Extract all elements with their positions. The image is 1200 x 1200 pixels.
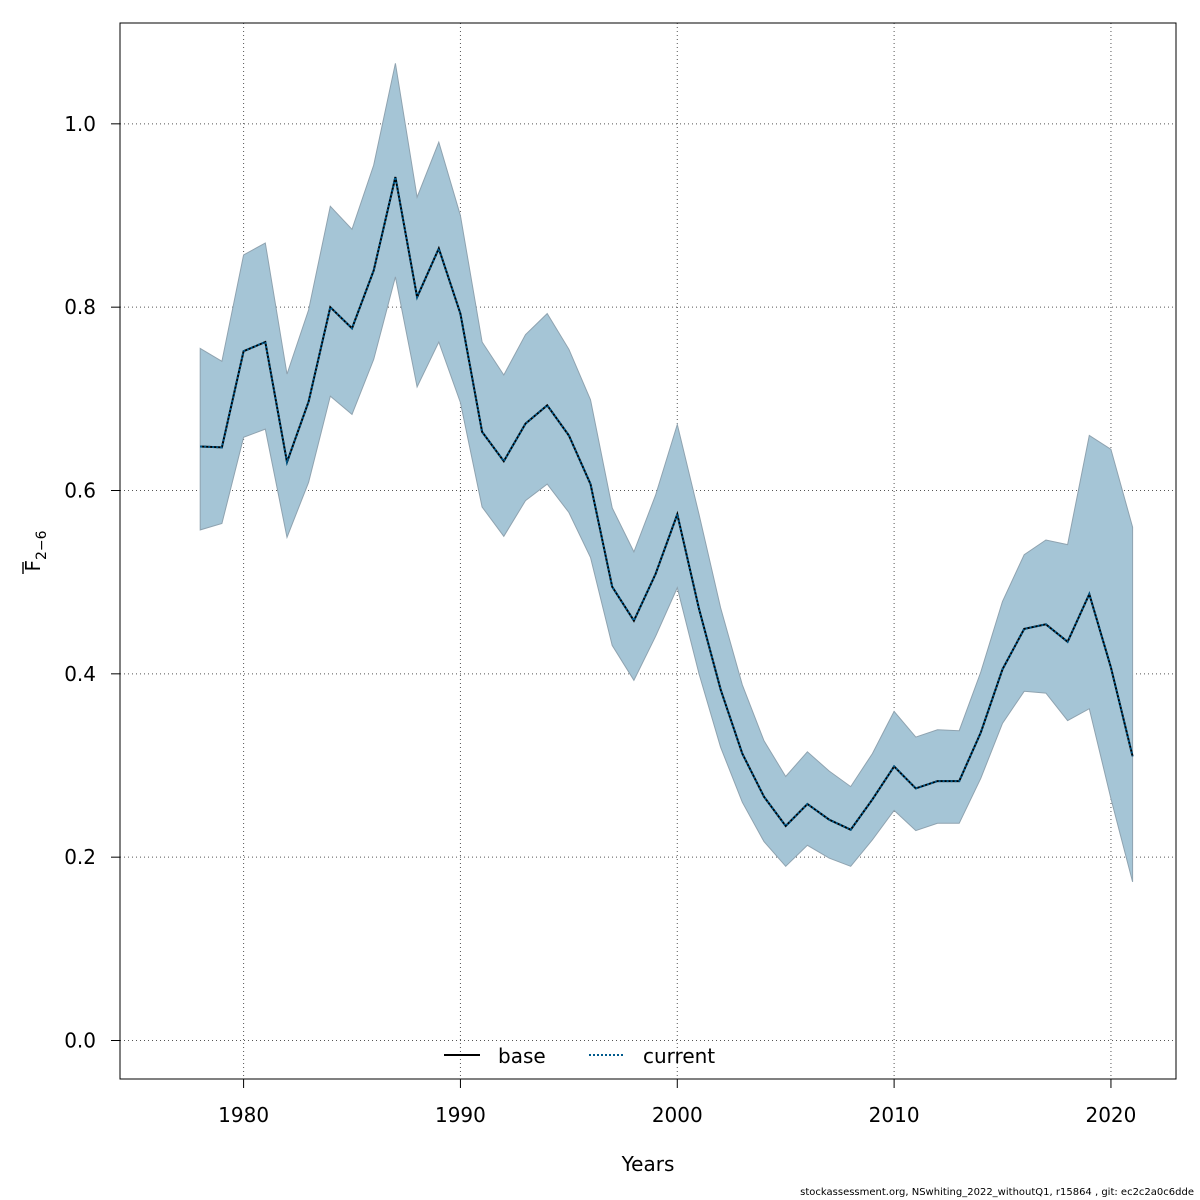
legend-label-current: current [643, 1044, 715, 1068]
x-tick-label-1: 1990 [435, 1103, 486, 1127]
legend-label-base: base [498, 1044, 546, 1068]
x-tick-label-0: 1980 [218, 1103, 269, 1127]
x-axis-title: Years [621, 1152, 675, 1176]
y-axis-title-main: F [21, 560, 45, 572]
y-tick-label-2: 0.4 [64, 662, 96, 686]
y-tick-label-1: 0.2 [64, 845, 96, 869]
x-axis: 1980 1990 2000 2010 2020 [218, 1079, 1136, 1127]
x-tick-label-4: 2020 [1085, 1103, 1136, 1127]
y-tick-label-0: 0.0 [64, 1029, 96, 1053]
confidence-band-area [199, 63, 1134, 883]
legend: base current [444, 1044, 715, 1068]
confidence-band [199, 63, 1134, 883]
x-tick-label-2: 2000 [652, 1103, 703, 1127]
y-tick-label-3: 0.6 [64, 479, 96, 503]
x-tick-label-3: 2010 [869, 1103, 920, 1127]
y-axis-title: F2−6 [21, 530, 50, 574]
y-tick-label-5: 1.0 [64, 112, 96, 136]
svg-text:F2−6: F2−6 [21, 530, 50, 571]
series-lines [200, 176, 1134, 831]
y-axis-title-subscript: 2−6 [34, 530, 50, 560]
y-tick-label-4: 0.8 [64, 295, 96, 319]
plot-frame [119, 22, 1177, 1080]
series-line-current [200, 176, 1134, 831]
footer-credit: stockassessment.org, NSwhiting_2022_with… [800, 1187, 1194, 1198]
y-axis: 0.0 0.2 0.4 0.6 0.8 1.0 [64, 112, 120, 1053]
